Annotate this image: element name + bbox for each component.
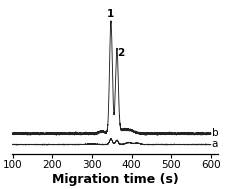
- Text: 2: 2: [117, 48, 125, 58]
- X-axis label: Migration time (s): Migration time (s): [51, 173, 178, 186]
- Text: 1: 1: [106, 9, 114, 19]
- Text: b: b: [212, 128, 218, 138]
- Text: a: a: [212, 139, 218, 149]
